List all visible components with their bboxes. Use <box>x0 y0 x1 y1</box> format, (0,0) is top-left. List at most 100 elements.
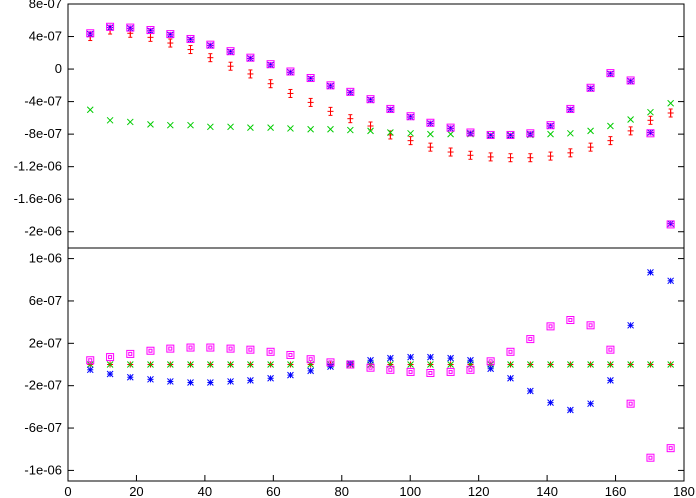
data-point-x <box>147 121 154 128</box>
data-point-x <box>207 123 214 131</box>
data-points <box>86 22 675 462</box>
data-point-x <box>447 130 454 138</box>
data-point-square <box>266 347 275 356</box>
data-point-square <box>166 30 175 39</box>
data-point-square <box>506 347 515 356</box>
data-point-plus-errorbar <box>567 148 574 158</box>
data-point-asterisk <box>227 378 234 385</box>
data-point-square <box>386 365 395 374</box>
data-point-plus-errorbar <box>407 136 414 146</box>
data-point-asterisk <box>447 354 454 362</box>
series-top-asterisk <box>86 24 675 227</box>
data-point-square <box>246 53 255 62</box>
data-point-asterisk <box>587 400 594 408</box>
data-point-square <box>426 368 435 377</box>
data-point-square <box>146 346 155 355</box>
x-tick-label: 20 <box>129 484 143 498</box>
data-point-square <box>366 95 375 104</box>
data-point-x <box>547 361 554 368</box>
data-point-plus-errorbar <box>167 38 174 48</box>
y-tick-label-bottom: 2e-07 <box>29 335 62 350</box>
data-point-square <box>546 322 555 331</box>
data-point-plus-errorbar <box>227 61 234 71</box>
data-point-asterisk <box>487 365 494 373</box>
data-point-square <box>646 453 655 462</box>
data-point-plus-errorbar <box>487 152 494 162</box>
series-bottom-asterisk <box>86 269 675 414</box>
y-tick-label-top: -1.6e-06 <box>14 191 62 206</box>
data-point-square <box>526 129 535 138</box>
data-point-square <box>126 349 135 358</box>
data-point-square <box>186 34 195 43</box>
data-point-asterisk <box>467 356 474 364</box>
data-point-asterisk <box>86 366 94 374</box>
data-point-x <box>367 127 374 135</box>
plot-frame-bottom <box>67 247 685 482</box>
data-point-square <box>326 358 335 367</box>
series-top-square <box>86 22 675 229</box>
data-point-plus-errorbar <box>187 45 194 55</box>
data-point-x <box>587 127 594 135</box>
data-point-x <box>627 116 634 123</box>
data-point-square <box>646 129 655 138</box>
data-point-plus-errorbar <box>467 150 474 160</box>
data-point-plus-errorbar <box>607 136 614 146</box>
data-point-square <box>466 365 475 374</box>
data-point-asterisk <box>126 373 134 381</box>
data-point-square <box>666 444 675 453</box>
x-tick-label: 140 <box>536 484 558 498</box>
x-tick-label: 60 <box>266 484 280 498</box>
y-tick-label-bottom: 6e-07 <box>29 293 62 308</box>
series-bottom-square <box>86 316 675 462</box>
x-tick-label: 40 <box>198 484 212 498</box>
tick-labels: 8e-07 4e-07 0 -4e-07 -8e-07 -1.2e-06 -1.6e-06 -… <box>14 0 695 498</box>
data-point-plus-errorbar <box>327 106 334 116</box>
data-point-asterisk <box>627 321 634 329</box>
data-point-plus-errorbar <box>287 88 294 98</box>
data-point-square <box>586 321 595 330</box>
data-point-asterisk <box>287 371 294 379</box>
plot-frame-top <box>67 3 685 249</box>
data-point-plus-errorbar <box>667 108 674 118</box>
y-tick-label-bottom: -6e-07 <box>24 420 62 435</box>
series-bottom-plus <box>87 361 674 368</box>
data-point-square <box>306 74 315 83</box>
data-point-x <box>407 361 414 368</box>
data-point-square <box>586 83 595 92</box>
data-point-square <box>486 357 495 366</box>
data-point-x <box>147 361 154 368</box>
data-point-square <box>226 47 235 56</box>
y-tick-label-top: -4e-07 <box>24 94 62 109</box>
data-point-square <box>166 344 175 353</box>
x-tick-label: 80 <box>335 484 349 498</box>
x-tick-label: 160 <box>605 484 627 498</box>
data-point-x <box>346 126 354 134</box>
y-tick-label-bottom: -1e-06 <box>24 462 62 477</box>
data-point-square <box>606 69 615 78</box>
series-top-x <box>86 99 675 139</box>
data-point-plus-errorbar <box>247 69 254 79</box>
y-tick-label-top: -2e-06 <box>24 224 62 239</box>
data-point-asterisk <box>507 374 514 382</box>
data-point-asterisk <box>267 374 274 382</box>
data-point-x <box>607 122 614 130</box>
data-point-x <box>647 361 654 368</box>
data-point-asterisk <box>567 406 574 414</box>
y-tick-label-top: 4e-07 <box>29 29 62 44</box>
data-point-plus-errorbar <box>427 142 434 152</box>
data-point-asterisk <box>106 370 114 378</box>
data-point-x <box>126 118 134 126</box>
data-point-x <box>327 125 334 133</box>
data-point-asterisk <box>547 399 554 406</box>
data-point-x <box>447 361 454 368</box>
data-point-x <box>267 361 274 368</box>
data-point-square <box>546 121 555 130</box>
data-point-x <box>587 361 594 368</box>
x-tick-label: 180 <box>673 484 695 498</box>
y-tick-label-top: -1.2e-06 <box>14 159 62 174</box>
data-point-plus-errorbar <box>527 153 534 163</box>
data-point-x <box>247 361 254 368</box>
data-point-asterisk <box>607 377 614 384</box>
data-point-square <box>346 360 355 369</box>
